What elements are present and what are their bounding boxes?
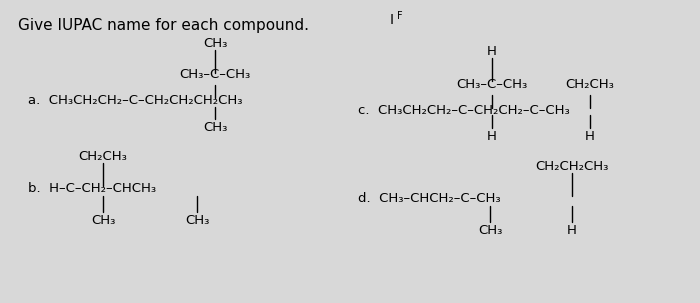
Text: CH₃: CH₃ xyxy=(203,121,228,134)
Text: H: H xyxy=(567,224,577,237)
Text: CH₃: CH₃ xyxy=(478,224,502,237)
Text: I: I xyxy=(390,13,394,27)
Text: CH₂CH₃: CH₂CH₃ xyxy=(78,150,127,163)
Text: CH₃–C–CH₃: CH₃–C–CH₃ xyxy=(456,78,528,92)
Text: CH₃: CH₃ xyxy=(91,214,116,227)
Text: CH₂CH₂CH₃: CH₂CH₂CH₃ xyxy=(536,160,609,173)
Text: H: H xyxy=(585,130,595,143)
Text: CH₂CH₃: CH₂CH₃ xyxy=(566,78,615,92)
Text: H: H xyxy=(487,45,497,58)
Text: d.  CH₃–CHCH₂–C–CH₃: d. CH₃–CHCH₂–C–CH₃ xyxy=(358,192,500,205)
Text: H: H xyxy=(487,130,497,143)
Text: F: F xyxy=(397,11,402,21)
Text: a.  CH₃CH₂CH₂–C–CH₂CH₂CH₂CH₃: a. CH₃CH₂CH₂–C–CH₂CH₂CH₂CH₃ xyxy=(28,95,242,108)
Text: CH₃–C–CH₃: CH₃–C–CH₃ xyxy=(179,68,251,82)
Text: CH₃: CH₃ xyxy=(185,214,209,227)
Text: Give IUPAC name for each compound.: Give IUPAC name for each compound. xyxy=(18,18,309,33)
Text: b.  H–C–CH₂–CHCH₃: b. H–C–CH₂–CHCH₃ xyxy=(28,182,156,195)
Text: CH₃: CH₃ xyxy=(203,37,228,50)
Text: c.  CH₃CH₂CH₂–C–CH₂CH₂–C–CH₃: c. CH₃CH₂CH₂–C–CH₂CH₂–C–CH₃ xyxy=(358,105,570,118)
